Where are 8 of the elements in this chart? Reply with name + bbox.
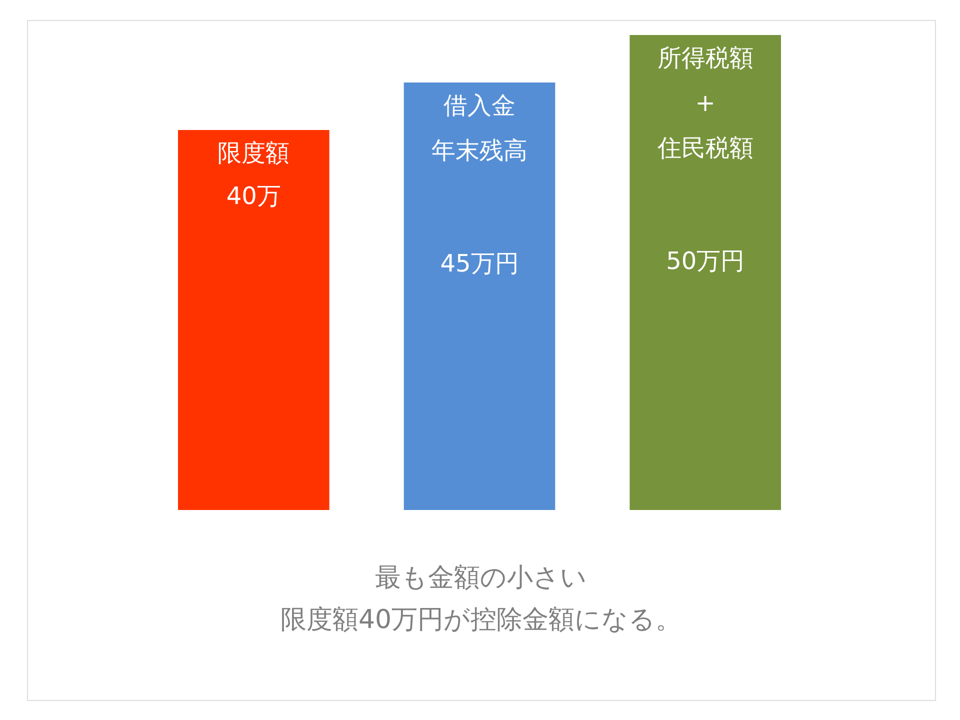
x-tick-label: 借入金年末残高 bbox=[432, 92, 528, 164]
text: 最も金額の小さい bbox=[375, 563, 587, 593]
data-label: 50万円 bbox=[666, 247, 745, 275]
data-label: 45万円 bbox=[440, 250, 519, 278]
data-label: 40万 bbox=[226, 182, 281, 210]
x-tick-label: 所得税額+住民税額 bbox=[656, 44, 754, 162]
x-tick-label: 限度額 bbox=[218, 139, 290, 167]
text: 限度額40万円が控除金額になる。 bbox=[280, 605, 682, 635]
